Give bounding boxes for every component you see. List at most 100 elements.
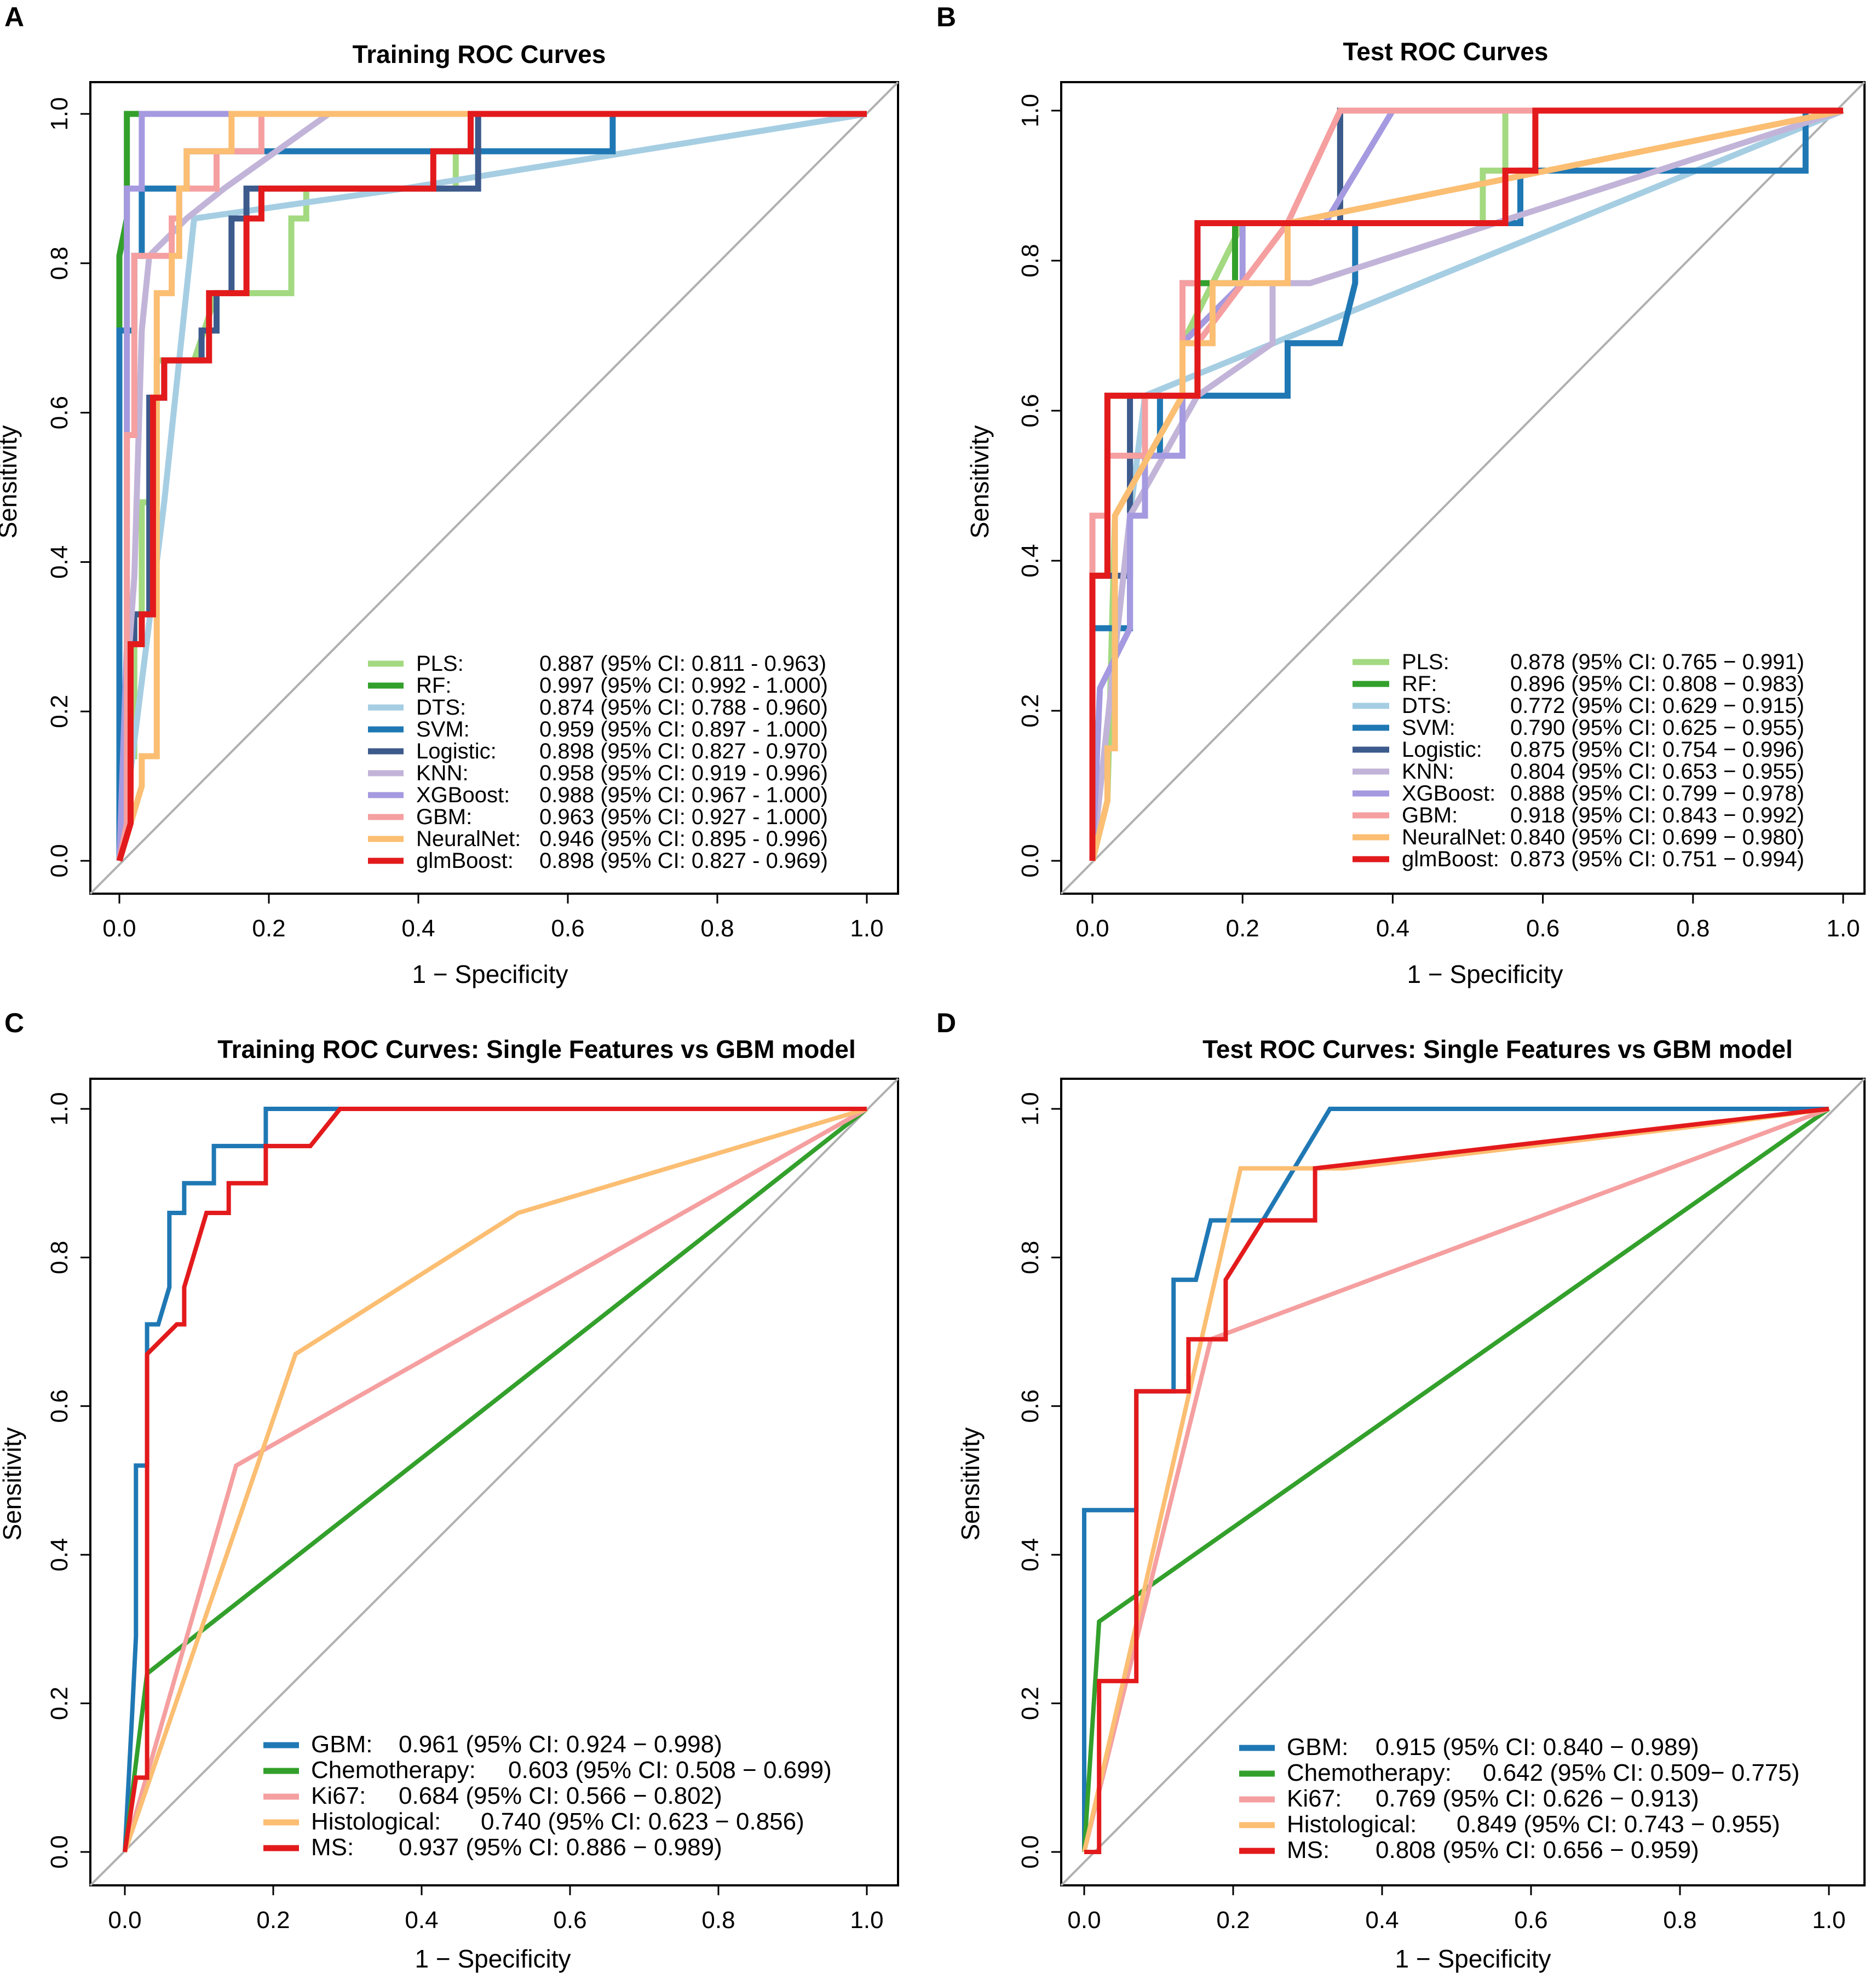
x-tick-label: 0.6 — [1526, 915, 1560, 942]
legend-name: PLS: — [1402, 650, 1449, 674]
plot-frame — [1060, 81, 1866, 895]
x-tick-label: 0.6 — [551, 915, 584, 942]
roc-curve-logistic — [116, 111, 867, 862]
legend-name: MS: — [311, 1834, 354, 1861]
legend-name: KNN: — [416, 761, 469, 785]
y-tick-label: 1.0 — [1017, 94, 1044, 127]
legend-auc: 0.769 (95% CI: 0.626 − 0.913) — [1376, 1785, 1699, 1812]
y-tick-label: 1.0 — [46, 97, 73, 130]
x-tick-label: 1.0 — [1812, 1907, 1845, 1934]
legend-auc: 0.918 (95% CI: 0.843 − 0.992) — [1510, 803, 1804, 827]
panel-a: A Training ROC Curves 0.0 0.2 0.4 0.6 0.8 1.0 0.… — [0, 2, 899, 988]
legend-auc: 0.988 (95% CI: 0.967 - 1.000) — [539, 783, 828, 807]
y-tick-label: 0.6 — [46, 396, 73, 429]
legend-auc: 0.946 (95% CI: 0.895 - 0.996) — [539, 827, 828, 851]
y-axis-label: Sensitivity — [956, 1427, 985, 1540]
y-tick-label: 0.0 — [46, 1835, 73, 1868]
legend: GBM: 0.915 (95% CI: 0.840 − 0.989)Chemoth… — [1239, 1734, 1800, 1863]
roc-curve-gbm_single — [123, 1107, 867, 1853]
y-tick-label: 0.8 — [1017, 1241, 1044, 1274]
legend-auc: 0.997 (95% CI: 0.992 - 1.000) — [539, 674, 828, 698]
x-tick-label: 0.4 — [1376, 915, 1409, 942]
panel-letter: C — [4, 1008, 24, 1038]
legend-name: NeuralNet: — [1402, 825, 1506, 849]
plot-frame — [89, 1078, 899, 1886]
legend-name: Histological: — [1287, 1811, 1417, 1838]
x-tick-label: 0.0 — [1075, 915, 1109, 942]
legend-auc: 0.898 (95% CI: 0.827 - 0.969) — [539, 849, 828, 873]
reference-diagonal — [89, 81, 899, 895]
legend-name: SVM: — [1402, 716, 1455, 740]
roc-curve-chemotherapy — [1082, 1107, 1831, 1853]
legend-auc: 0.961 (95% CI: 0.924 − 0.998) — [399, 1731, 722, 1758]
legend-name: KNN: — [1402, 760, 1454, 784]
legend-name: GBM: — [311, 1731, 372, 1758]
panel-letter: A — [4, 2, 24, 32]
legend-auc: 0.684 (95% CI: 0.566 − 0.802) — [399, 1782, 722, 1809]
legend-auc: 0.963 (95% CI: 0.927 - 1.000) — [539, 805, 828, 829]
legend-auc: 0.642 (95% CI: 0.509− 0.775) — [1483, 1759, 1800, 1786]
x-tick-label: 0.4 — [401, 915, 435, 942]
x-tick-label: 0.8 — [1676, 915, 1710, 942]
x-tick-label: 1.0 — [850, 915, 883, 942]
y-tick-label: 0.2 — [1017, 694, 1044, 727]
legend-name: RF: — [1402, 672, 1437, 696]
legend-name: Logistic: — [1402, 738, 1482, 762]
legend-name: DTS: — [1402, 694, 1452, 718]
legend-name: XGBoost: — [1402, 781, 1495, 806]
legend-name: RF: — [416, 674, 451, 698]
x-tick-label: 0.0 — [1067, 1907, 1101, 1934]
roc-curve-neuralnet — [1089, 107, 1844, 862]
legend-auc: 0.808 (95% CI: 0.656 − 0.959) — [1376, 1837, 1699, 1863]
legend-auc: 0.937 (95% CI: 0.886 − 0.989) — [399, 1834, 722, 1861]
reference-diagonal — [89, 1078, 899, 1886]
x-tick-label: 0.2 — [256, 1907, 290, 1934]
x-tick-label: 0.8 — [701, 1907, 735, 1934]
legend-name: GBM: — [1287, 1734, 1348, 1761]
legend-auc: 0.875 (95% CI: 0.754 − 0.996) — [1510, 738, 1804, 762]
legend-auc: 0.888 (95% CI: 0.799 − 0.978) — [1510, 781, 1804, 806]
x-tick-label: 0.2 — [1226, 915, 1259, 942]
legend-auc: 0.603 (95% CI: 0.508 − 0.699) — [508, 1757, 832, 1784]
legend-name: GBM: — [416, 805, 472, 829]
y-tick-label: 0.4 — [1017, 1538, 1044, 1572]
legend-auc: 0.790 (95% CI: 0.625 − 0.955) — [1510, 716, 1804, 740]
y-axis-label: Sensitivity — [0, 1427, 26, 1540]
legend-auc: 0.849 (95% CI: 0.743 − 0.955) — [1457, 1811, 1780, 1838]
y-axis-label: Sensitivity — [0, 425, 22, 538]
legend-name: Chemotherapy: — [311, 1757, 476, 1784]
y-tick-label: 0.6 — [1017, 394, 1044, 427]
roc-curve-glmboost — [116, 111, 867, 862]
legend-auc: 0.840 (95% CI: 0.699 − 0.980) — [1510, 825, 1804, 849]
legend-name: XGBoost: — [416, 783, 510, 807]
legend-auc: 0.959 (95% CI: 0.897 - 1.000) — [539, 717, 828, 741]
legend-auc: 0.772 (95% CI: 0.629 − 0.915) — [1510, 694, 1804, 718]
panel-letter: D — [936, 1008, 956, 1038]
y-tick-label: 0.4 — [46, 1538, 73, 1572]
legend: GBM: 0.961 (95% CI: 0.924 − 0.998)Chemoth… — [263, 1731, 832, 1861]
roc-curve-dts — [116, 111, 867, 861]
legend-auc: 0.887 (95% CI: 0.811 - 0.963) — [539, 652, 826, 676]
roc-curve-ki67 — [123, 1107, 868, 1853]
legend-name: glmBoost: — [416, 849, 514, 873]
x-tick-label: 0.0 — [102, 915, 136, 942]
y-tick-label: 0.2 — [1017, 1687, 1044, 1720]
legend-name: GBM: — [1402, 803, 1458, 827]
x-tick-label: 0.4 — [405, 1907, 438, 1934]
legend-auc: 0.898 (95% CI: 0.827 - 0.970) — [539, 739, 828, 763]
panel-c: C Training ROC Curves: Single Features vs… — [0, 1008, 899, 1973]
x-axis-label: 1 − Specificity — [412, 960, 568, 988]
y-tick-label: 1.0 — [1017, 1092, 1044, 1125]
x-tick-label: 0.6 — [553, 1907, 586, 1934]
roc-curve-glmboost — [1089, 107, 1843, 861]
x-tick-label: 0.2 — [1216, 1907, 1250, 1934]
y-tick-label: 0.2 — [46, 1687, 73, 1720]
x-tick-label: 1.0 — [1826, 915, 1860, 942]
y-tick-label: 1.0 — [46, 1092, 73, 1125]
legend-name: Ki67: — [311, 1782, 366, 1809]
reference-diagonal — [1060, 1078, 1866, 1886]
legend-name: DTS: — [416, 695, 466, 720]
reference-diagonal — [1060, 81, 1866, 895]
legend: PLS: 0.887 (95% CI: 0.811 - 0.963) RF: 0.99… — [368, 652, 828, 873]
